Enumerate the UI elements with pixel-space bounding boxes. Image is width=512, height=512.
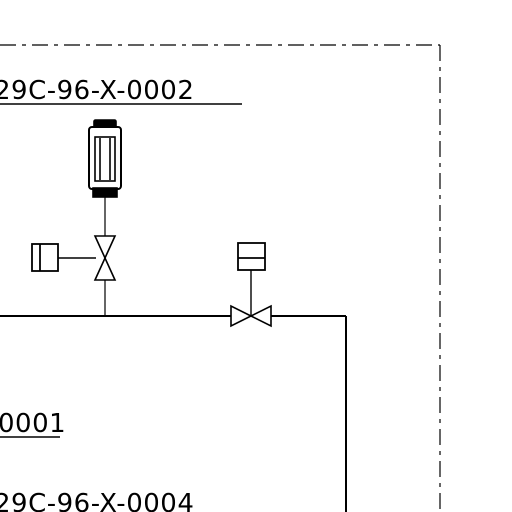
valve-actuator-left-icon [31, 243, 96, 272]
valve-actuator-right-icon [237, 242, 266, 271]
tag-text-middle: 0001 [0, 409, 66, 439]
instrument-gauge-icon [88, 119, 122, 236]
gate-valve-horizontal-icon [230, 270, 272, 328]
tag-label-top: 29C-96-X-0002 [0, 76, 242, 106]
tag-label-middle: 0001 [0, 409, 66, 439]
tag-text-bottom: 29C-96-X-0004 [0, 489, 194, 512]
equipment-boundary [0, 44, 441, 512]
tag-text-top: 29C-96-X-0002 [0, 76, 194, 106]
gate-valve-vertical-icon [93, 235, 117, 316]
process-line-main [0, 315, 347, 512]
tag-label-bottom: 29C-96-X-0004 [0, 489, 194, 512]
